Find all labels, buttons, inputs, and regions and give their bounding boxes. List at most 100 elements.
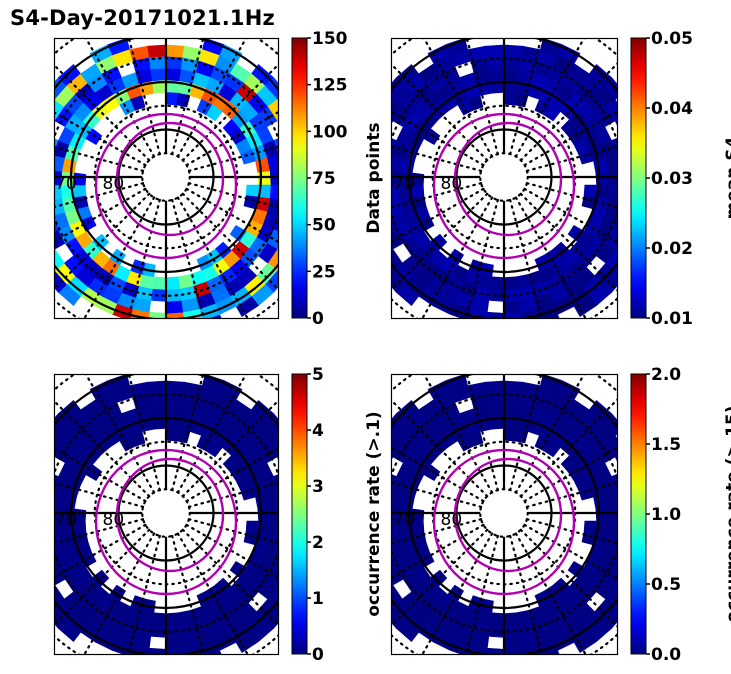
grid-meridian-dotted — [391, 110, 485, 167]
data-bin — [31, 554, 48, 574]
colorbar-gradient — [630, 37, 647, 319]
colorbar: 0.01 0.02 0.03 0.04 0.05 mean S4 — [630, 29, 731, 329]
data-bin — [503, 612, 518, 626]
plot-area: 60 70 80 — [14, 38, 293, 337]
colorbar-tick-label: 0.5 — [651, 575, 681, 595]
axes-frame — [390, 37, 619, 320]
grid-meridian-dotted — [519, 528, 617, 628]
data-bin — [147, 44, 167, 59]
data-bin — [38, 168, 51, 185]
data-bin — [490, 612, 505, 626]
grid-meridian-dotted — [391, 446, 485, 503]
data-bin — [150, 404, 167, 418]
grid-meridian-dotted — [54, 447, 147, 503]
auroral-oval-poleward — [115, 457, 225, 573]
data-bin — [465, 656, 486, 671]
data-bin — [54, 456, 56, 460]
data-bin — [146, 324, 166, 337]
auroral-oval-poleward — [453, 457, 563, 573]
data-bin — [614, 119, 617, 126]
data-bin — [255, 157, 270, 174]
data-bin — [184, 320, 205, 335]
latitude-label-80: 80 — [103, 510, 125, 530]
latitude-label-80: 80 — [441, 510, 463, 530]
grid-meridian-dotted — [422, 374, 494, 494]
data-bin — [177, 274, 194, 289]
data-bin — [364, 239, 383, 261]
data-bin — [26, 575, 45, 597]
grid-meridian-dotted — [391, 62, 489, 162]
axes-frame — [390, 373, 619, 656]
grid-meridian-dotted — [519, 192, 617, 292]
grid-meridian-dotted — [54, 481, 145, 508]
grid-meridian-dotted — [54, 518, 145, 545]
data-bin — [177, 610, 194, 625]
data-bin — [31, 218, 48, 238]
data-bin — [278, 200, 293, 218]
grid-meridian-dotted — [465, 38, 499, 156]
data-bin — [391, 248, 403, 271]
data-bin — [14, 185, 27, 205]
data-bin — [165, 300, 184, 314]
data-bin — [503, 92, 517, 106]
data-bin — [147, 380, 167, 395]
grid-meridian-dotted — [54, 111, 147, 167]
grid-meridian-dotted — [54, 187, 147, 243]
data-bin — [148, 647, 167, 654]
colorbar-tick-label: 1 — [312, 589, 324, 609]
colorbar-gradient — [630, 373, 647, 655]
colorbar-tick-label: 2.0 — [651, 365, 681, 385]
data-bin — [15, 146, 30, 167]
colorbar-tick-label: 1.0 — [651, 505, 681, 525]
data-bin — [488, 68, 505, 82]
data-bin — [54, 120, 56, 124]
data-bin — [391, 267, 394, 273]
data-bin — [27, 149, 42, 169]
grid-meridian-dotted — [391, 145, 483, 172]
data-bin — [54, 604, 56, 608]
data-bin — [166, 324, 186, 337]
data-bin — [465, 320, 486, 335]
data-bin — [614, 455, 617, 462]
data-bin — [583, 520, 597, 534]
data-bin — [165, 276, 180, 290]
data-bin — [616, 546, 617, 552]
grid-meridian-dotted — [171, 198, 205, 318]
plot-area: 60 70 80 — [391, 374, 617, 671]
colorbar-tick-label: 0.03 — [651, 169, 693, 189]
subplot-top-left: 60 70 80 0 25 50 75 100 125 150 Data points — [14, 29, 384, 337]
data-bin — [27, 538, 42, 558]
data-bin — [486, 311, 505, 318]
grid-meridian-dotted — [171, 534, 205, 654]
colorbar-tick-label: 25 — [312, 262, 336, 282]
grid-meridian-dotted — [181, 192, 278, 291]
data-bin — [26, 521, 39, 539]
data-bin — [276, 120, 278, 124]
data-bin — [38, 521, 51, 538]
colorbar-tick-label: 4 — [312, 421, 324, 441]
data-bin — [278, 488, 293, 506]
data-bin — [166, 660, 186, 673]
data-bin — [19, 127, 36, 149]
grid-meridian-dotted — [465, 374, 499, 492]
data-bin — [165, 612, 180, 626]
data-bin — [152, 612, 167, 626]
data-bin — [619, 168, 632, 185]
latitude-label-80: 80 — [103, 174, 125, 194]
grid-meridian-dotted — [54, 523, 147, 579]
data-bin — [26, 239, 45, 261]
data-bin — [503, 300, 522, 314]
subplot-bottom-left: 60 70 80 0 1 2 3 4 5 occurrence rate (>.1) — [26, 365, 384, 673]
colorbar-tick-label: 0 — [312, 645, 324, 665]
data-bin — [503, 276, 518, 290]
data-bin — [616, 490, 617, 496]
grid-meridian-dotted — [391, 182, 483, 209]
auroral-oval-poleward — [115, 121, 225, 237]
data-bin — [276, 456, 278, 460]
data-bin — [26, 185, 39, 203]
data-bin — [165, 428, 179, 442]
grid-meridian-dotted — [185, 523, 278, 579]
data-bin — [38, 185, 51, 202]
colorbar-label: Data points — [364, 122, 384, 233]
